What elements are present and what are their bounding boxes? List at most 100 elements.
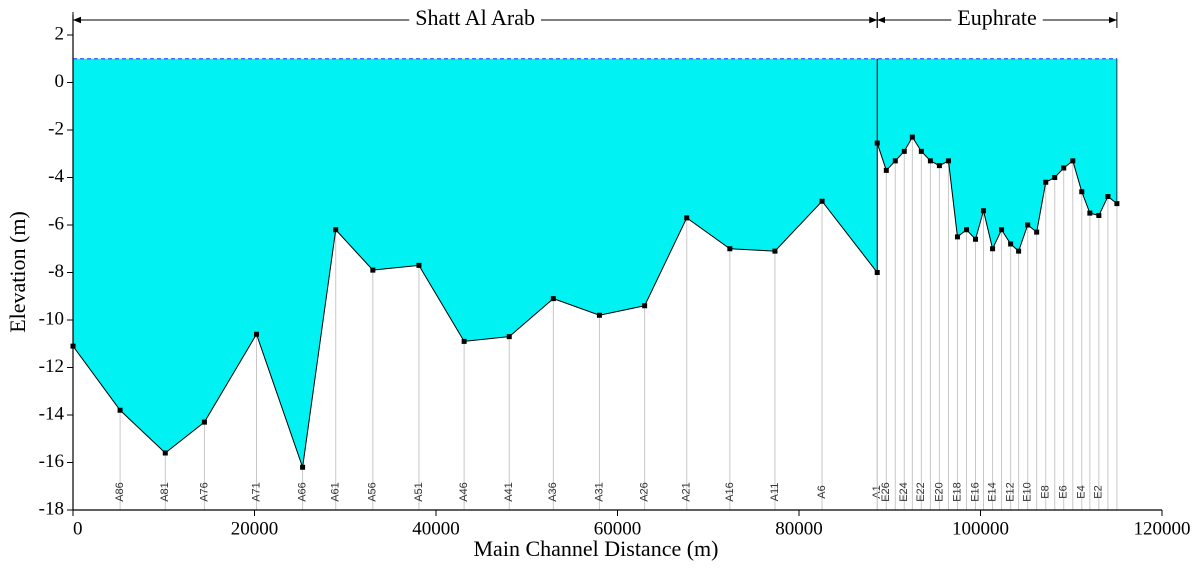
bed-point bbox=[300, 464, 306, 470]
station-label: A76 bbox=[198, 482, 210, 502]
bed-point bbox=[918, 148, 924, 154]
station-label: A56 bbox=[367, 482, 379, 502]
station-label: E8 bbox=[1040, 485, 1052, 498]
bed-point bbox=[506, 334, 512, 340]
bed-point bbox=[1096, 213, 1102, 218]
bed-point bbox=[964, 227, 970, 233]
bed-point bbox=[333, 227, 339, 233]
bed-point bbox=[772, 248, 778, 254]
bed-point bbox=[1043, 179, 1049, 185]
bed-point bbox=[1087, 210, 1093, 216]
station-label: E4 bbox=[1076, 485, 1088, 498]
bed-point bbox=[980, 208, 986, 214]
water-area bbox=[73, 58, 1117, 468]
y-tick-label: -14 bbox=[39, 403, 65, 424]
station-label: A26 bbox=[639, 482, 651, 502]
bed-point bbox=[1114, 201, 1120, 207]
bed-point bbox=[883, 167, 889, 173]
x-tick-label: 20000 bbox=[231, 518, 279, 539]
station-label: E14 bbox=[986, 482, 998, 502]
bed-point bbox=[936, 163, 942, 169]
bed-point bbox=[1016, 248, 1022, 254]
y-tick-label: -12 bbox=[39, 356, 64, 377]
bed-point bbox=[201, 419, 207, 425]
station-label: E2 bbox=[1093, 485, 1105, 498]
bed-point bbox=[1070, 158, 1076, 164]
y-tick-label: -18 bbox=[39, 498, 64, 519]
station-label: E6 bbox=[1058, 485, 1070, 498]
bed-point bbox=[901, 148, 907, 154]
bed-point bbox=[596, 312, 602, 318]
station-label: A11 bbox=[769, 483, 781, 502]
x-tick-label: 40000 bbox=[412, 518, 460, 539]
station-label: A6 bbox=[816, 485, 828, 498]
bed-point bbox=[550, 296, 556, 302]
station-label: A46 bbox=[458, 482, 470, 502]
reach-label-bg bbox=[409, 5, 542, 31]
bed-point bbox=[954, 234, 960, 240]
bed-point bbox=[874, 140, 880, 146]
station-label: E16 bbox=[969, 482, 981, 502]
x-axis-title: Main Channel Distance (m) bbox=[474, 536, 719, 561]
bed-point bbox=[162, 450, 168, 456]
y-tick-label: 2 bbox=[55, 23, 65, 44]
y-tick-label: -8 bbox=[48, 261, 64, 282]
bed-point bbox=[1052, 175, 1058, 180]
station-label: A16 bbox=[724, 482, 736, 502]
bed-point bbox=[1061, 165, 1067, 171]
bed-point bbox=[461, 338, 467, 344]
y-axis-title: Elevation (m) bbox=[5, 211, 30, 333]
bed-point bbox=[684, 215, 690, 221]
station-label: E12 bbox=[1005, 482, 1017, 502]
x-tick-label: 60000 bbox=[594, 518, 642, 539]
y-tick-label: 0 bbox=[55, 71, 65, 92]
x-tick-label: 120000 bbox=[1134, 518, 1191, 539]
reach-label: Euphrate bbox=[957, 5, 1036, 30]
bed-point bbox=[1034, 229, 1040, 235]
station-label: A81 bbox=[159, 482, 171, 502]
station-label: E18 bbox=[951, 482, 963, 502]
bed-point bbox=[370, 267, 376, 273]
bed-point bbox=[874, 270, 880, 275]
y-tick-label: -16 bbox=[39, 451, 64, 472]
station-label: A66 bbox=[297, 482, 309, 502]
x-tick-label: 80000 bbox=[775, 518, 823, 539]
station-label: E22 bbox=[915, 482, 927, 502]
station-label: E20 bbox=[933, 482, 945, 502]
station-label: A61 bbox=[330, 482, 342, 502]
reach-label-bg bbox=[951, 5, 1043, 31]
bed-point bbox=[642, 303, 648, 309]
bed-point bbox=[117, 407, 123, 413]
y-tick-label: -10 bbox=[39, 308, 64, 329]
station-label: E10 bbox=[1022, 482, 1034, 502]
bed-point bbox=[1025, 222, 1031, 228]
bed-point bbox=[945, 158, 951, 164]
bed-point bbox=[1008, 241, 1014, 247]
bed-point bbox=[909, 134, 915, 140]
station-label: E24 bbox=[898, 482, 910, 502]
y-tick-label: -6 bbox=[48, 213, 64, 234]
bed-point bbox=[416, 262, 422, 268]
bed-point bbox=[819, 198, 825, 204]
y-tick-label: -2 bbox=[48, 118, 64, 139]
y-tick-label: -4 bbox=[48, 166, 64, 187]
station-label: A21 bbox=[681, 482, 693, 502]
bed-point bbox=[927, 158, 933, 164]
bed-point bbox=[1079, 189, 1085, 195]
bed-point bbox=[973, 236, 979, 242]
bed-point bbox=[253, 331, 259, 337]
station-label: A31 bbox=[593, 482, 605, 502]
x-tick-label: 100000 bbox=[952, 518, 1009, 539]
x-tick-label: 0 bbox=[73, 518, 83, 539]
station-label: A51 bbox=[413, 482, 425, 502]
bed-point bbox=[990, 246, 996, 252]
station-label: A41 bbox=[503, 482, 515, 502]
reach-label: Shatt Al Arab bbox=[415, 5, 535, 30]
station-label: A71 bbox=[250, 482, 262, 502]
bed-point bbox=[892, 158, 898, 164]
station-label: A36 bbox=[547, 482, 559, 502]
bed-point bbox=[1105, 194, 1111, 199]
station-label: E26 bbox=[880, 482, 892, 502]
station-label: A86 bbox=[114, 482, 126, 502]
